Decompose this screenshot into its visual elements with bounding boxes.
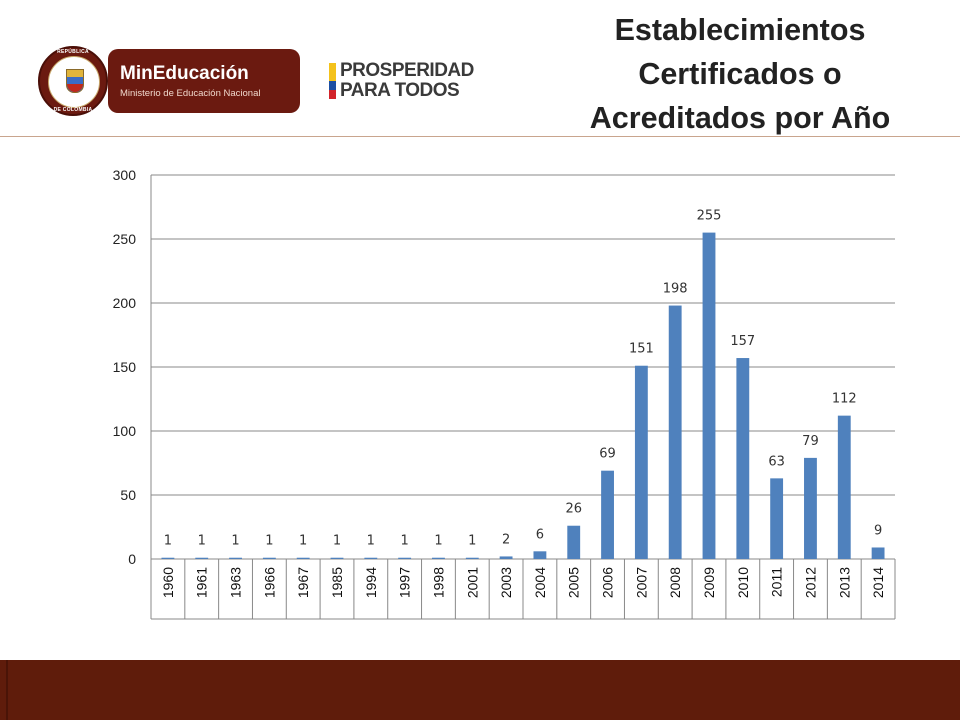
x-tick-label-1997: 1997 <box>397 567 413 598</box>
seal-emblem <box>48 56 100 108</box>
x-tick-label-2012: 2012 <box>802 567 818 598</box>
seal-top-text: REPÚBLICA <box>57 49 89 55</box>
y-tick-label-2: 100 <box>113 423 137 439</box>
y-tick-label-1: 50 <box>120 487 136 503</box>
bar-1961 <box>195 557 209 559</box>
bar-2006 <box>601 470 614 559</box>
x-tick-label-2003: 2003 <box>498 567 514 598</box>
x-tick-label-2013: 2013 <box>836 567 852 598</box>
campaign-line-2: PARA TODOS <box>340 80 460 101</box>
bar-1998 <box>432 557 445 559</box>
bar-2001 <box>465 557 479 559</box>
data-label-2010: 157 <box>730 334 755 349</box>
bar-2007 <box>634 365 648 559</box>
x-tick-label-2014: 2014 <box>870 567 886 598</box>
colombia-flag-icon <box>329 63 336 99</box>
x-tick-label-2009: 2009 <box>701 567 717 598</box>
x-tick-label-2008: 2008 <box>667 567 683 598</box>
x-tick-label-2010: 2010 <box>735 567 751 598</box>
bar-2013 <box>837 415 851 559</box>
bar-2009 <box>702 232 716 559</box>
data-label-2004: 6 <box>536 527 544 542</box>
x-tick-label-2004: 2004 <box>532 567 548 598</box>
data-label-2009: 255 <box>697 209 722 224</box>
logo-name: MinEducación <box>120 63 249 84</box>
bar-1966 <box>262 557 276 559</box>
title-line-3: Acreditados por Año <box>589 101 891 135</box>
x-tick-label-1998: 1998 <box>430 567 446 598</box>
data-label-1963: 1 <box>231 534 239 549</box>
y-tick-label-5: 250 <box>113 231 137 247</box>
mineducacion-logo: MinEducación Ministerio de Educación Nac… <box>108 49 300 113</box>
x-tick-label-2005: 2005 <box>566 567 582 598</box>
shield-icon <box>66 69 84 93</box>
footer-band <box>0 660 960 720</box>
x-tick-label-1963: 1963 <box>228 567 244 598</box>
x-tick-label-1967: 1967 <box>295 567 311 598</box>
data-label-1961: 1 <box>198 534 206 549</box>
x-tick-label-2007: 2007 <box>633 567 649 598</box>
data-label-1960: 1 <box>164 534 172 549</box>
y-tick-label-0: 0 <box>128 551 136 567</box>
data-label-2001: 1 <box>468 534 476 549</box>
bar-1963 <box>229 557 242 559</box>
title-line-1: Establecimientos <box>614 13 866 47</box>
bar-1985 <box>330 557 344 559</box>
prosperidad-para-todos-logo: PROSPERIDAD PARA TODOS <box>329 61 499 105</box>
title-line-2: Certificados o <box>638 57 842 91</box>
x-tick-label-1966: 1966 <box>261 567 277 598</box>
data-label-1967: 1 <box>299 534 307 549</box>
data-label-1985: 1 <box>333 534 341 549</box>
logo-subtitle: Ministerio de Educación Nacional <box>120 88 261 99</box>
x-tick-label-1985: 1985 <box>329 567 345 598</box>
y-tick-label-4: 200 <box>113 295 137 311</box>
y-tick-label-6: 300 <box>113 167 137 183</box>
data-label-1966: 1 <box>265 534 273 549</box>
bar-1997 <box>398 557 412 559</box>
bar-1994 <box>364 557 378 559</box>
data-label-2012: 79 <box>802 434 819 449</box>
bar-2004 <box>533 551 547 559</box>
slide-title: Establecimientos Certificados o Acredita… <box>540 8 940 140</box>
x-tick-label-2006: 2006 <box>600 567 616 598</box>
bar-2005 <box>567 525 581 559</box>
x-tick-label-2001: 2001 <box>464 567 480 598</box>
x-tick-label-1960: 1960 <box>160 567 176 598</box>
bar-1960 <box>161 557 175 559</box>
data-label-2007: 151 <box>629 342 654 357</box>
y-tick-label-3: 150 <box>113 359 137 375</box>
seal-bottom-text: DE COLOMBIA <box>53 107 93 113</box>
campaign-line-1: PROSPERIDAD <box>340 60 474 81</box>
bar-2008 <box>668 305 682 559</box>
bar-2012 <box>804 457 817 559</box>
data-label-1997: 1 <box>400 534 408 549</box>
data-label-2013: 112 <box>832 392 857 407</box>
x-tick-label-1961: 1961 <box>194 567 210 598</box>
header-divider <box>0 136 960 137</box>
data-label-2003: 2 <box>502 532 510 547</box>
bar-2011 <box>770 478 784 559</box>
bar-chart: 0501001502002503001196011961119631196611… <box>113 167 896 620</box>
data-label-2014: 9 <box>874 523 882 538</box>
slide-header: REPÚBLICA DE COLOMBIA MinEducación Minis… <box>0 0 960 140</box>
x-tick-label-2011: 2011 <box>769 567 785 597</box>
data-label-1994: 1 <box>367 534 375 549</box>
bar-1967 <box>296 557 310 559</box>
footer-edge-stripe <box>6 660 8 720</box>
data-label-2005: 26 <box>565 502 582 517</box>
data-label-1998: 1 <box>434 534 442 549</box>
bar-2003 <box>499 556 513 559</box>
data-label-2006: 69 <box>599 447 616 462</box>
data-label-2011: 63 <box>768 454 785 469</box>
colombia-seal-logo: REPÚBLICA DE COLOMBIA <box>38 46 108 116</box>
bar-2010 <box>736 358 750 559</box>
x-tick-label-1994: 1994 <box>363 567 379 598</box>
data-label-2008: 198 <box>663 282 688 297</box>
bar-2014 <box>871 547 885 559</box>
